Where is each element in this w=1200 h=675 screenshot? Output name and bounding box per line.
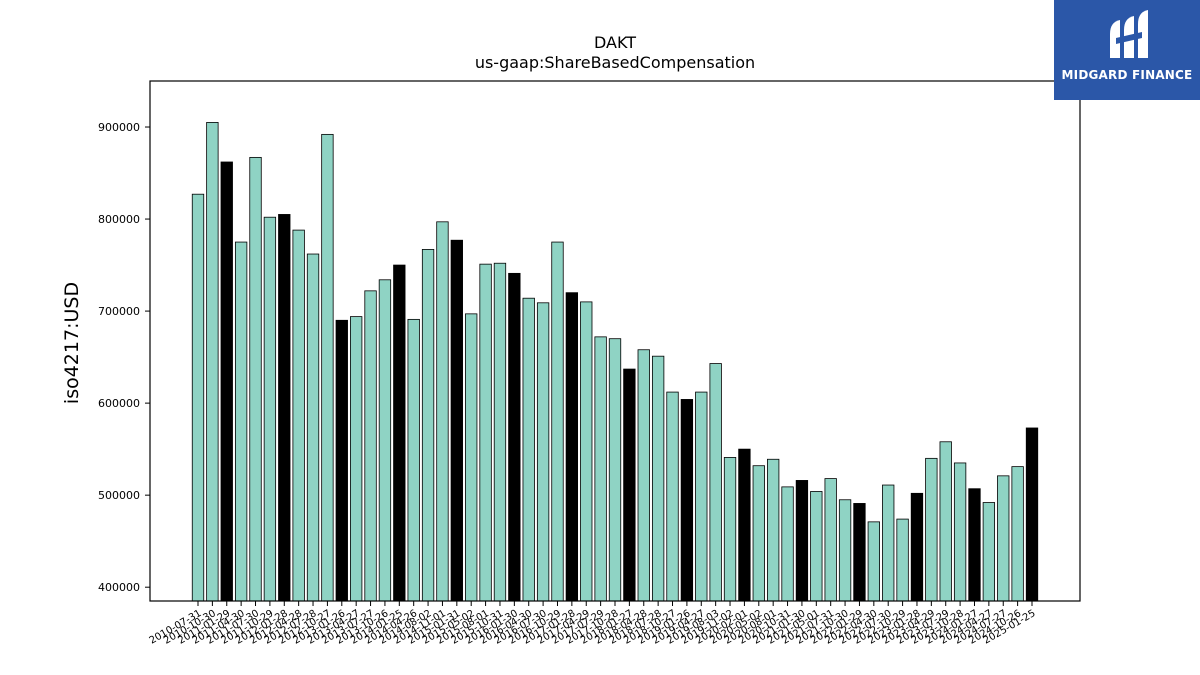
bar-2023-04-29	[925, 457, 938, 602]
y-tick-label: 500000	[98, 489, 140, 502]
bar-2019-01-26	[680, 399, 694, 602]
bar-2021-10-30	[838, 499, 852, 602]
bar-2021-05-01	[810, 491, 823, 602]
bar-2019-11-02	[723, 457, 737, 602]
bar-2022-04-30	[867, 521, 880, 602]
bar-2017-01-28	[565, 292, 579, 602]
bar-2015-05-02	[465, 313, 478, 602]
bar-2012-01-28	[278, 214, 291, 602]
bar-2021-01-30	[795, 480, 809, 602]
bar-2022-10-29	[896, 518, 909, 602]
bar-2018-04-28	[637, 349, 650, 602]
bar-2018-10-27	[666, 391, 679, 602]
bar-2011-04-30	[234, 241, 248, 602]
bar-2020-05-02	[752, 465, 765, 602]
bar-2022-01-29	[853, 503, 866, 602]
y-ticks: 400000 500000 600000 700000 800000 900000	[98, 121, 150, 594]
bar-2017-04-29	[580, 301, 593, 602]
plot-frame	[149, 80, 1081, 602]
bar-2023-10-28	[953, 462, 967, 602]
bar-2014-04-26	[407, 318, 420, 602]
chart-title: DAKT	[594, 33, 636, 52]
bar-2011-01-29	[220, 161, 233, 602]
bar-2019-04-27	[695, 391, 708, 602]
bar-2022-07-30	[882, 484, 895, 602]
bar-2013-10-26	[378, 279, 392, 602]
bar-2011-07-30	[249, 156, 262, 602]
bar-2016-07-30	[536, 302, 550, 602]
brand-name: MIDGARD FINANCE	[1061, 68, 1193, 82]
bar-2017-07-29	[594, 336, 607, 602]
bar-2020-02-01	[738, 448, 751, 602]
y-tick-label: 600000	[98, 397, 140, 410]
bar-2019-08-03	[709, 363, 722, 602]
bar-2011-10-29	[263, 216, 277, 602]
bar-2024-01-27	[968, 488, 981, 602]
y-tick-label: 900000	[98, 121, 140, 134]
bar-2024-07-27	[997, 475, 1010, 602]
bar-2014-08-02	[421, 249, 435, 602]
bar-2024-04-27	[982, 502, 996, 602]
bar-2015-10-31	[493, 262, 507, 602]
bar-2012-07-28	[306, 253, 320, 602]
bar-2010-07-31	[191, 193, 205, 602]
bar-2020-10-31	[781, 486, 794, 602]
bar-2018-01-27	[623, 368, 636, 602]
chart-subtitle: us-gaap:ShareBasedCompensation	[475, 53, 755, 72]
bar-2015-08-01	[479, 263, 492, 602]
bar-2016-04-30	[522, 297, 535, 602]
bar-2025-01-25	[1025, 427, 1039, 602]
bar-2013-07-27	[364, 290, 377, 602]
bar-2012-04-28	[292, 229, 305, 602]
bar-2016-10-29	[551, 241, 564, 602]
bar-2016-01-30	[508, 272, 521, 602]
bar-2020-08-01	[767, 458, 780, 602]
bar-2015-01-31	[450, 239, 463, 602]
y-tick-label: 400000	[98, 581, 140, 594]
bar-2017-10-28	[608, 338, 622, 602]
bar-2014-01-25	[393, 264, 406, 602]
brand-logo: MIDGARD FINANCE	[1054, 0, 1200, 100]
y-tick-label: 700000	[98, 305, 140, 318]
brand-mark-icon	[1110, 10, 1148, 58]
y-axis-label: iso4217:USD	[61, 282, 83, 404]
bars-layer	[191, 122, 1039, 602]
bar-2018-07-28	[651, 355, 665, 602]
bar-2012-10-27	[321, 133, 334, 602]
y-tick-label: 800000	[98, 213, 140, 226]
bar-2013-01-26	[335, 319, 348, 602]
bar-2013-04-27	[350, 316, 363, 602]
bar-2023-07-29	[939, 441, 952, 602]
bar-2024-10-26	[1011, 466, 1024, 602]
x-ticks: 2010-07-312010-10-302011-01-292011-04-30…	[148, 601, 1038, 647]
bar-2010-10-30	[206, 122, 219, 602]
bar-2023-01-28	[910, 492, 924, 602]
bar-2014-11-01	[436, 221, 449, 602]
bar-2021-07-31	[824, 478, 837, 602]
